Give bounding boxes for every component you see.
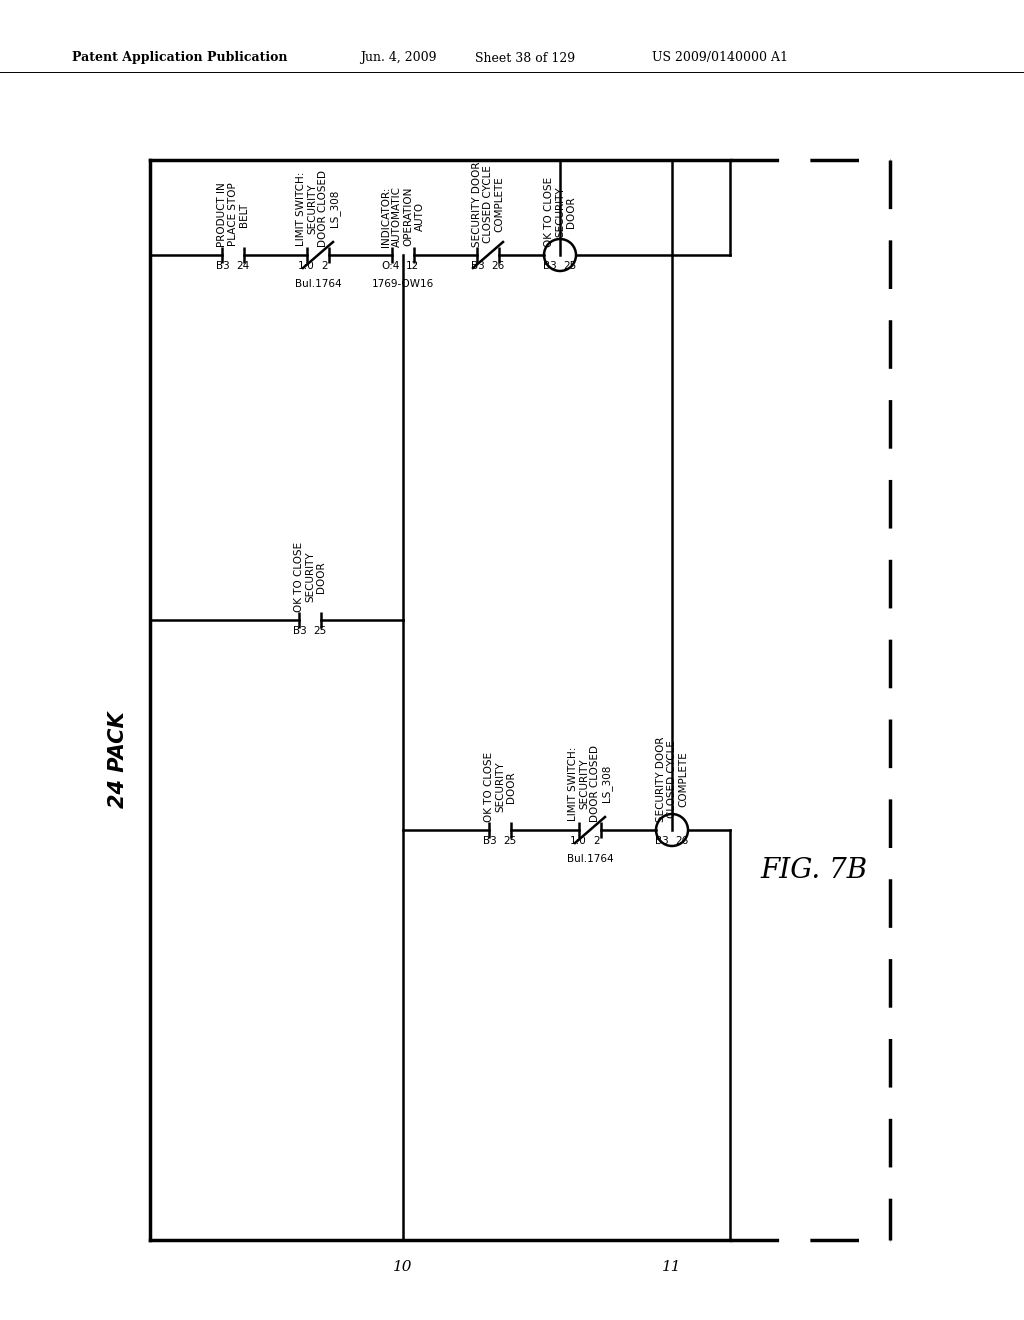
Text: 2: 2 [593, 836, 600, 846]
Text: PRODUCT IN
PLACE STOP
BELT: PRODUCT IN PLACE STOP BELT [217, 182, 249, 247]
Text: SECURITY DOOR
CLOSED CYCLE
COMPLETE: SECURITY DOOR CLOSED CYCLE COMPLETE [472, 161, 504, 247]
Text: B3: B3 [655, 836, 669, 846]
Text: 2: 2 [321, 261, 328, 271]
Text: 24 PACK: 24 PACK [108, 711, 128, 808]
Text: 26: 26 [490, 261, 504, 271]
Text: B3: B3 [471, 261, 485, 271]
Text: B3: B3 [293, 626, 307, 636]
Text: 10: 10 [393, 1261, 413, 1274]
Text: 26: 26 [675, 836, 688, 846]
Text: 25: 25 [503, 836, 516, 846]
Text: 1:0: 1:0 [298, 261, 315, 271]
Text: Sheet 38 of 129: Sheet 38 of 129 [475, 51, 575, 65]
Text: OK TO CLOSE
SECURITY
DOOR: OK TO CLOSE SECURITY DOOR [483, 752, 516, 822]
Text: Bul.1764: Bul.1764 [295, 279, 341, 289]
Text: O:4: O:4 [382, 261, 400, 271]
Text: Bul.1764: Bul.1764 [566, 854, 613, 865]
Text: OK TO CLOSE
SECURITY
DOOR: OK TO CLOSE SECURITY DOOR [294, 543, 327, 612]
Text: Patent Application Publication: Patent Application Publication [72, 51, 288, 65]
Text: B3: B3 [544, 261, 557, 271]
Text: B3: B3 [483, 836, 497, 846]
Text: 25: 25 [563, 261, 577, 271]
Text: 12: 12 [406, 261, 419, 271]
Text: OK TO CLOSE
SECURITY
DOOR: OK TO CLOSE SECURITY DOOR [544, 177, 577, 247]
Text: LIMIT SWITCH:
SECURITY
DOOR CLOSED
LS_308: LIMIT SWITCH: SECURITY DOOR CLOSED LS_30… [567, 744, 612, 822]
Text: 1769-OW16: 1769-OW16 [372, 279, 434, 289]
Text: US 2009/0140000 A1: US 2009/0140000 A1 [652, 51, 788, 65]
Text: SECURITY DOOR
CLOSED CYCLE
COMPLETE: SECURITY DOOR CLOSED CYCLE COMPLETE [655, 737, 688, 822]
Text: LIMIT SWITCH:
SECURITY
DOOR CLOSED
LS_308: LIMIT SWITCH: SECURITY DOOR CLOSED LS_30… [296, 170, 340, 247]
Text: 11: 11 [663, 1261, 682, 1274]
Text: 24: 24 [236, 261, 249, 271]
Text: 1:0: 1:0 [570, 836, 587, 846]
Text: INDICATOR:
AUTOMATIC
OPERATION
AUTO: INDICATOR: AUTOMATIC OPERATION AUTO [381, 186, 425, 247]
Text: 25: 25 [313, 626, 327, 636]
Text: FIG. 7B: FIG. 7B [760, 857, 867, 883]
Text: B3: B3 [216, 261, 230, 271]
Text: Jun. 4, 2009: Jun. 4, 2009 [360, 51, 436, 65]
